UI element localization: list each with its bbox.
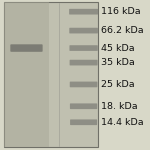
FancyBboxPatch shape — [70, 82, 98, 87]
Text: 66.2 kDa: 66.2 kDa — [101, 26, 144, 35]
FancyBboxPatch shape — [70, 103, 97, 109]
Text: 45 kDa: 45 kDa — [101, 44, 135, 52]
Text: 116 kDa: 116 kDa — [101, 7, 141, 16]
FancyBboxPatch shape — [69, 28, 98, 33]
Bar — [4, 2, 98, 147]
Text: 25 kDa: 25 kDa — [101, 80, 135, 89]
FancyBboxPatch shape — [10, 44, 43, 52]
FancyBboxPatch shape — [70, 60, 98, 65]
Text: 35 kDa: 35 kDa — [101, 58, 135, 67]
Text: 14.4 kDa: 14.4 kDa — [101, 118, 144, 127]
FancyBboxPatch shape — [70, 119, 97, 125]
FancyBboxPatch shape — [69, 45, 98, 51]
Bar — [4, 2, 49, 147]
Text: 18. kDa: 18. kDa — [101, 102, 138, 111]
FancyBboxPatch shape — [69, 9, 98, 15]
